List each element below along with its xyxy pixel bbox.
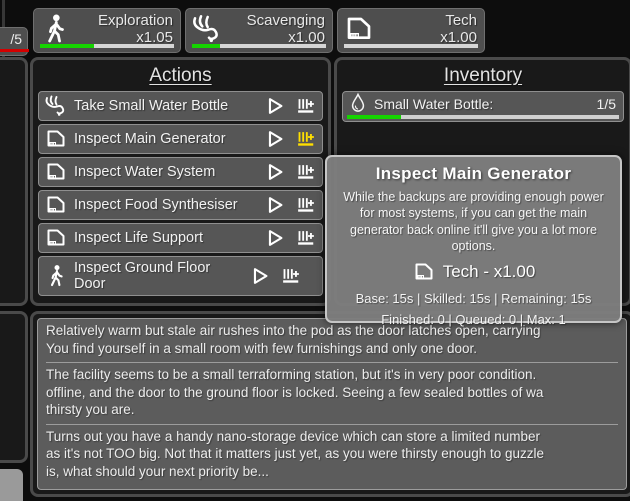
actions-panel-title: Actions xyxy=(149,65,212,86)
queue-action-button[interactable] xyxy=(293,192,317,218)
tooltip-timing-line: Base: 15s | Skilled: 15s | Remaining: 15… xyxy=(355,291,592,306)
action-row: Inspect Food Synthesiser xyxy=(38,190,323,220)
water-drop-icon xyxy=(348,92,368,116)
skill-progress-track xyxy=(40,44,174,48)
skill-name: Exploration xyxy=(97,12,173,29)
action-row: Inspect Life Support xyxy=(38,223,323,253)
story-line: Turns out you have a handy nano-storage … xyxy=(46,428,541,444)
walking-person-icon xyxy=(44,264,68,288)
queue-action-button[interactable] xyxy=(293,126,317,152)
skill-progress-track xyxy=(192,44,326,48)
action-label: Inspect Water System xyxy=(74,163,216,180)
skill-multiplier: x1.00 xyxy=(440,29,477,46)
action-row: Inspect Ground Floor Door xyxy=(38,256,323,296)
start-action-button[interactable] xyxy=(248,263,272,289)
tech-console-icon xyxy=(44,193,68,217)
skill-name: Tech xyxy=(445,12,477,29)
story-log: Relatively warm but stale air rushes int… xyxy=(37,318,627,490)
story-panel: Relatively warm but stale air rushes int… xyxy=(30,311,630,497)
story-paragraph: Relatively warm but stale air rushes int… xyxy=(46,319,618,363)
skill-multiplier: x1.00 xyxy=(288,29,325,46)
skill-card-tech: Tech x1.00 xyxy=(337,8,485,53)
action-label: Take Small Water Bottle xyxy=(74,97,229,114)
story-line: offline, and the door to the ground floo… xyxy=(46,384,544,400)
skill-name: Scavenging xyxy=(246,12,325,29)
story-line: You find yourself in a small room with f… xyxy=(46,340,477,356)
action-label: Inspect Food Synthesiser xyxy=(74,196,238,213)
start-action-button[interactable] xyxy=(263,159,287,185)
action-label: Inspect Main Generator xyxy=(74,130,226,147)
action-row: Take Small Water Bottle xyxy=(38,91,323,121)
skill-progress-fill xyxy=(40,44,94,48)
start-action-button[interactable] xyxy=(263,192,287,218)
queue-action-button[interactable] xyxy=(278,263,302,289)
queue-action-button[interactable] xyxy=(293,93,317,119)
tooltip-title: Inspect Main Generator xyxy=(375,164,572,183)
tech-console-icon xyxy=(44,127,68,151)
inventory-item-count: 1/5 xyxy=(596,96,616,112)
tooltip-counts-line: Finished: 0 | Queued: 0 | Max: 1 xyxy=(381,312,566,327)
queue-action-button[interactable] xyxy=(293,225,317,251)
inventory-panel-title: Inventory xyxy=(443,65,523,86)
action-row: Inspect Water System xyxy=(38,157,323,187)
tech-console-icon xyxy=(343,13,375,45)
story-line: The facility seems to be a small terrafo… xyxy=(46,367,537,382)
start-action-button[interactable] xyxy=(263,126,287,152)
inventory-list: Small Water Bottle: 1/5 xyxy=(337,91,629,122)
left-panel-fragment-top xyxy=(0,57,28,306)
action-label: Inspect Ground Floor Door xyxy=(74,259,211,292)
tooltip-skill-text: Tech - x1.00 xyxy=(442,262,536,281)
walking-person-icon xyxy=(39,13,71,45)
story-paragraph: Turns out you have a handy nano-storage … xyxy=(46,425,618,486)
tech-console-icon xyxy=(412,260,436,284)
inventory-row: Small Water Bottle: 1/5 xyxy=(342,91,624,122)
story-line: Relatively warm but stale air rushes int… xyxy=(46,323,541,338)
story-line: thirsty you are. xyxy=(46,402,135,417)
stat-progress-bar xyxy=(0,49,29,52)
tooltip-description: While the backups are providing enough p… xyxy=(343,190,604,253)
skills-bar: Exploration x1.05 Scavenging x1.00 Tech … xyxy=(33,8,485,53)
tech-console-icon xyxy=(44,226,68,250)
skill-card-exploration: Exploration x1.05 xyxy=(33,8,181,53)
story-line: is, what should your next priority be... xyxy=(46,463,269,479)
action-label: Inspect Life Support xyxy=(74,229,203,246)
grab-hand-icon xyxy=(44,94,68,118)
tech-console-icon xyxy=(44,160,68,184)
actions-panel: Actions Take Small Water Bottle Inspect … xyxy=(30,57,331,306)
action-tooltip: Inspect Main Generator While the backups… xyxy=(325,155,622,327)
skill-progress-fill xyxy=(192,44,221,48)
inventory-progress-fill xyxy=(347,115,402,119)
tooltip-skill-line: Tech - x1.00 xyxy=(335,260,612,284)
grab-hand-icon xyxy=(191,13,223,45)
skill-progress-track xyxy=(344,44,478,48)
start-action-button[interactable] xyxy=(263,93,287,119)
start-action-button[interactable] xyxy=(263,225,287,251)
queue-action-button[interactable] xyxy=(293,159,317,185)
skill-multiplier: x1.05 xyxy=(136,29,173,46)
bottom-left-button-fragment[interactable] xyxy=(0,469,23,501)
stat-counter-fragment: /5 xyxy=(0,27,29,56)
skill-card-scavenging: Scavenging x1.00 xyxy=(185,8,333,53)
inventory-item-label: Small Water Bottle: xyxy=(374,96,494,112)
left-panel-fragment-bottom xyxy=(0,311,28,463)
stat-counter-value: /5 xyxy=(10,31,22,47)
action-row: Inspect Main Generator xyxy=(38,124,323,154)
story-paragraph: The facility seems to be a small terrafo… xyxy=(46,363,618,425)
inventory-progress-track xyxy=(347,115,619,119)
story-line: as it's not TOO big. Not that it matters… xyxy=(46,446,545,461)
actions-list: Take Small Water Bottle Inspect Main Gen… xyxy=(33,91,328,296)
